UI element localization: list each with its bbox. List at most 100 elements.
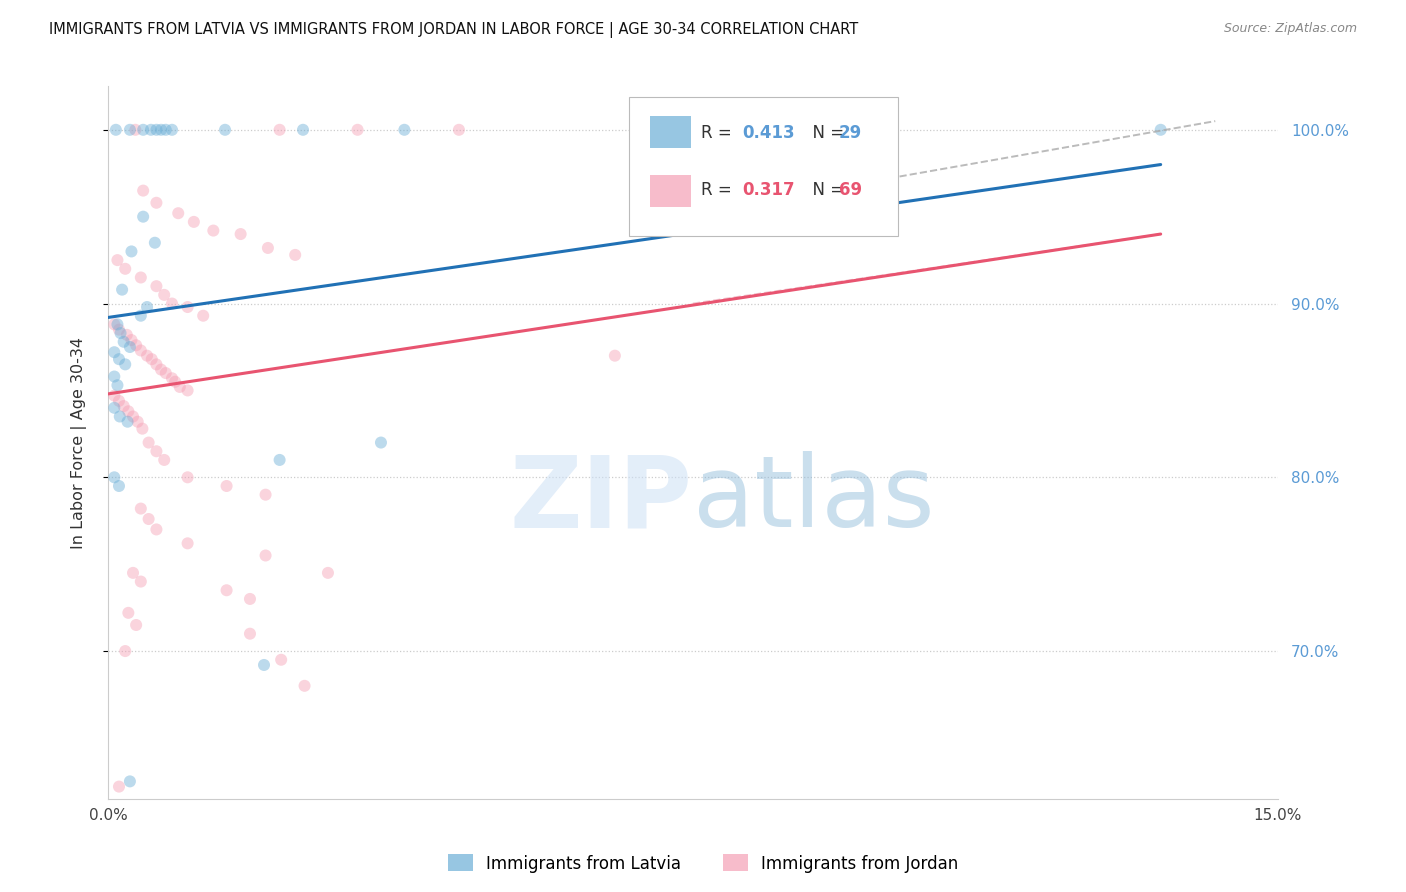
Point <box>183 215 205 229</box>
Point <box>167 206 190 220</box>
Point <box>138 512 160 526</box>
Point <box>145 123 167 137</box>
Point <box>155 366 177 380</box>
Text: 0.317: 0.317 <box>742 181 794 199</box>
Point <box>117 404 139 418</box>
Point <box>143 235 166 250</box>
Point <box>139 123 162 137</box>
Point <box>117 606 139 620</box>
Point <box>145 444 167 458</box>
Point <box>176 300 198 314</box>
Point <box>269 453 291 467</box>
Point <box>1150 123 1173 137</box>
Point <box>145 357 167 371</box>
Point <box>114 261 136 276</box>
Point <box>103 401 125 415</box>
Text: 0.413: 0.413 <box>742 124 794 142</box>
Point <box>169 380 191 394</box>
Point <box>108 323 131 337</box>
Point <box>160 371 183 385</box>
Text: 69: 69 <box>839 181 862 199</box>
Point <box>136 349 159 363</box>
Point <box>103 345 125 359</box>
Point <box>104 123 127 137</box>
Point <box>176 470 198 484</box>
FancyBboxPatch shape <box>650 176 690 208</box>
Point <box>118 774 141 789</box>
Point <box>132 210 155 224</box>
Point <box>176 536 198 550</box>
Point <box>132 123 155 137</box>
FancyBboxPatch shape <box>650 116 690 148</box>
Point <box>112 399 135 413</box>
Point <box>125 618 148 632</box>
Point <box>447 123 470 137</box>
Point <box>215 583 238 598</box>
Point <box>193 309 215 323</box>
Point <box>125 338 148 352</box>
Point <box>270 653 292 667</box>
Point <box>603 349 626 363</box>
Point <box>117 415 139 429</box>
Point <box>145 279 167 293</box>
Point <box>107 253 129 268</box>
Point <box>145 523 167 537</box>
Point <box>131 422 153 436</box>
Point <box>202 223 225 237</box>
Point <box>215 479 238 493</box>
Legend: Immigrants from Latvia, Immigrants from Jordan: Immigrants from Latvia, Immigrants from … <box>441 847 965 880</box>
Point <box>103 369 125 384</box>
Point <box>108 479 131 493</box>
Text: N =: N = <box>801 181 849 199</box>
Point <box>292 123 315 137</box>
Point <box>269 123 291 137</box>
Point <box>124 123 146 137</box>
Point <box>214 123 236 137</box>
Point <box>129 343 152 358</box>
Point <box>108 409 131 424</box>
Point <box>114 644 136 658</box>
Point <box>346 123 368 137</box>
Point <box>103 389 125 403</box>
Point <box>129 501 152 516</box>
Point <box>103 318 125 332</box>
Point <box>150 123 173 137</box>
Point <box>121 333 143 347</box>
Point <box>111 283 134 297</box>
Point <box>257 241 280 255</box>
Point <box>108 352 131 367</box>
Point <box>112 334 135 349</box>
Point <box>136 300 159 314</box>
Point <box>129 270 152 285</box>
Text: N =: N = <box>801 124 849 142</box>
Point <box>108 780 131 794</box>
Point <box>294 679 316 693</box>
Point <box>122 566 145 580</box>
Text: atlas: atlas <box>693 451 935 548</box>
Point <box>103 470 125 484</box>
Point <box>176 384 198 398</box>
Point <box>122 409 145 424</box>
Point <box>239 591 262 606</box>
Point <box>153 453 176 467</box>
Point <box>121 244 143 259</box>
Point <box>118 123 141 137</box>
Point <box>394 123 416 137</box>
Point <box>129 574 152 589</box>
Point <box>150 362 173 376</box>
Point <box>132 184 155 198</box>
Point <box>138 435 160 450</box>
Point <box>316 566 339 580</box>
Text: 29: 29 <box>839 124 862 142</box>
Point <box>165 375 187 389</box>
Text: R =: R = <box>702 181 737 199</box>
Point <box>370 435 392 450</box>
Point <box>118 340 141 354</box>
FancyBboxPatch shape <box>628 97 897 236</box>
Text: Source: ZipAtlas.com: Source: ZipAtlas.com <box>1223 22 1357 36</box>
Point <box>110 326 132 340</box>
Point <box>145 195 167 210</box>
Point <box>114 357 136 371</box>
Y-axis label: In Labor Force | Age 30-34: In Labor Force | Age 30-34 <box>72 336 87 549</box>
Point <box>108 393 131 408</box>
